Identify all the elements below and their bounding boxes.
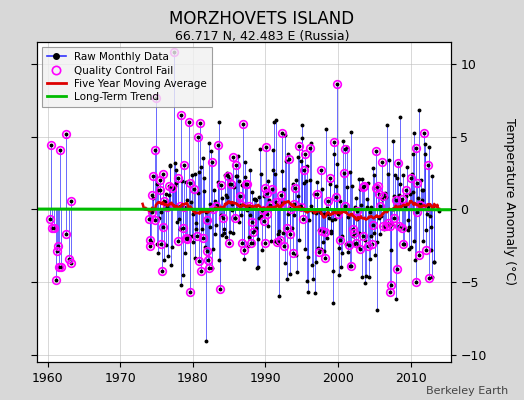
- Y-axis label: Temperature Anomaly (°C): Temperature Anomaly (°C): [504, 118, 517, 286]
- Legend: Raw Monthly Data, Quality Control Fail, Five Year Moving Average, Long-Term Tren: Raw Monthly Data, Quality Control Fail, …: [42, 47, 212, 107]
- Text: Berkeley Earth: Berkeley Earth: [426, 386, 508, 396]
- Text: MORZHOVETS ISLAND: MORZHOVETS ISLAND: [169, 10, 355, 28]
- Text: 66.717 N, 42.483 E (Russia): 66.717 N, 42.483 E (Russia): [174, 30, 350, 43]
